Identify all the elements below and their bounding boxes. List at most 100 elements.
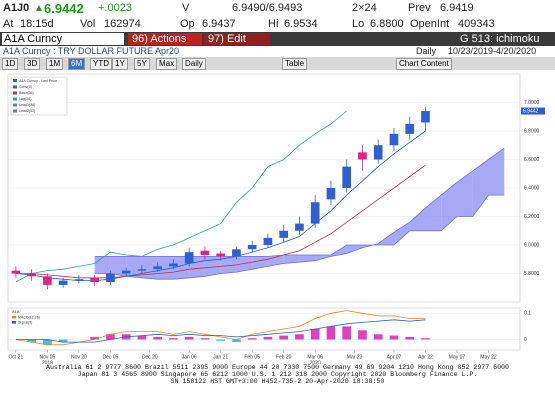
histogram-bar [106,334,115,340]
time-label: At [3,18,14,30]
price-tag-box [521,107,545,115]
cloud [283,254,300,264]
legend: A1A Curncy - Last Price Conv(9) Base(26) La… [10,76,68,116]
candle-body [137,269,147,271]
histogram-bar [200,338,210,340]
legend-label: Base(26) [19,91,34,95]
legend-label: A1A Curncy - Last Price [19,79,57,83]
candle-body [421,111,430,123]
candle-body [200,250,210,255]
candle-body [27,273,36,277]
cloud [220,256,237,274]
ticker: A1J0 [3,2,30,14]
footer-line: Japan 81 3 4565 8900 Singapore 65 6212 1… [77,371,478,378]
edit-button[interactable]: 97) Edit [204,33,270,45]
chart-title: A1A Curncy : TRY DOLLAR FUTURE Apr20 [3,46,180,56]
vol-label: Vol [80,18,96,30]
v-label: V [182,2,190,14]
histogram-bar [153,336,162,340]
x-tick-label: Mar 06 [307,354,323,360]
cloud [425,195,442,231]
oi: 409343 [458,18,495,30]
x-tick-label: Nov 05 [39,354,55,360]
lower-area [7,307,521,351]
period-button[interactable]: 3D [24,58,41,70]
period-button[interactable]: 1M [46,58,64,70]
lo-label: Lo [352,18,365,30]
quote-row: A1J0 6.9442 +.0023 V 6.9490/6.9493 2×24 … [0,0,555,17]
histogram-bar [358,330,367,340]
cloud [299,254,316,263]
period-button[interactable]: YTD [90,58,112,70]
legend-swatch [13,79,17,82]
indicator-line [94,194,505,257]
cloud [94,256,111,274]
candle-body [373,145,383,160]
cloud [204,256,221,277]
last-price-tag: 6.9442 [521,107,545,115]
x-tick-label: Feb 20 [276,354,292,360]
candle-body [74,279,84,281]
oi-label: OpenInt [410,18,450,30]
histogram-bar [421,338,430,340]
cloud [409,207,426,231]
histogram-bar [137,335,147,340]
year-label: 2020 [310,360,321,364]
y-tick-label: 6.6000 [524,157,540,163]
legend-label: Conv(9) [19,85,32,89]
candle-body [295,223,304,231]
y-tick-label: 7.0000 [524,100,540,106]
candle-body [389,133,399,146]
hi-label: Hi [268,18,279,30]
candle-body [169,263,178,267]
candle-body [184,252,194,264]
footer-line: Australia 61 2 9777 8600 Brazil 5511 239… [46,364,509,371]
histogram-bar [342,326,352,340]
chart-content-button[interactable]: Chart Content [396,58,452,70]
candle-body [58,280,68,285]
histogram-bar [279,335,289,340]
histogram-bar [263,336,273,340]
legend-label: Signal(9) [18,320,32,324]
candle-body [216,253,226,257]
candle-body [43,276,52,285]
table-button[interactable]: Table [282,58,308,70]
size: 2×24 [352,2,377,14]
y-tick-label: 0.1 [524,311,531,317]
histogram-bar [58,339,68,343]
actions-button[interactable]: 96) Actions [128,33,202,45]
template: G 513: ichimoku [460,33,540,45]
legend-swatch [12,321,16,324]
legend-swatch [13,103,17,107]
candle-body [405,123,415,134]
period-button[interactable]: Max [156,58,178,70]
period-button[interactable]: 1D [2,58,19,70]
macd-line [15,319,426,343]
frequency[interactable]: Daily [182,58,206,70]
last-price: 6.9442 [44,1,84,16]
security-input[interactable]: A1A Curncy [2,33,124,45]
price-tag: 6.9442 [523,108,539,114]
y-tick-label: 6.0000 [524,242,540,248]
histogram-bar [373,334,383,340]
change: +.0023 [98,2,132,14]
period-button[interactable]: 1Y [112,58,128,70]
y-tick-label: 5.8000 [524,271,540,277]
histogram-bar [295,334,304,340]
op: 6.9437 [202,18,236,30]
cloud [472,159,489,217]
x-tick-label: May 22 [480,354,497,360]
time: 18:15d [20,18,54,30]
histogram-bar [405,336,415,340]
footer: Australia 61 2 9777 8600 Brazil 5511 239… [0,364,555,385]
stats-row: At 18:15d Vol 162974 Op 6.9437 Hi 6.9534… [0,17,555,32]
period-button[interactable]: 5Y [134,58,150,70]
y-tick-label: 6.4000 [524,185,540,191]
legend-swatch [13,85,17,89]
indicator-line [15,164,426,279]
legend-swatch [12,316,16,319]
hi: 6.9534 [284,18,318,30]
legend-swatch [13,91,17,95]
period-button[interactable]: 6M [68,58,86,70]
